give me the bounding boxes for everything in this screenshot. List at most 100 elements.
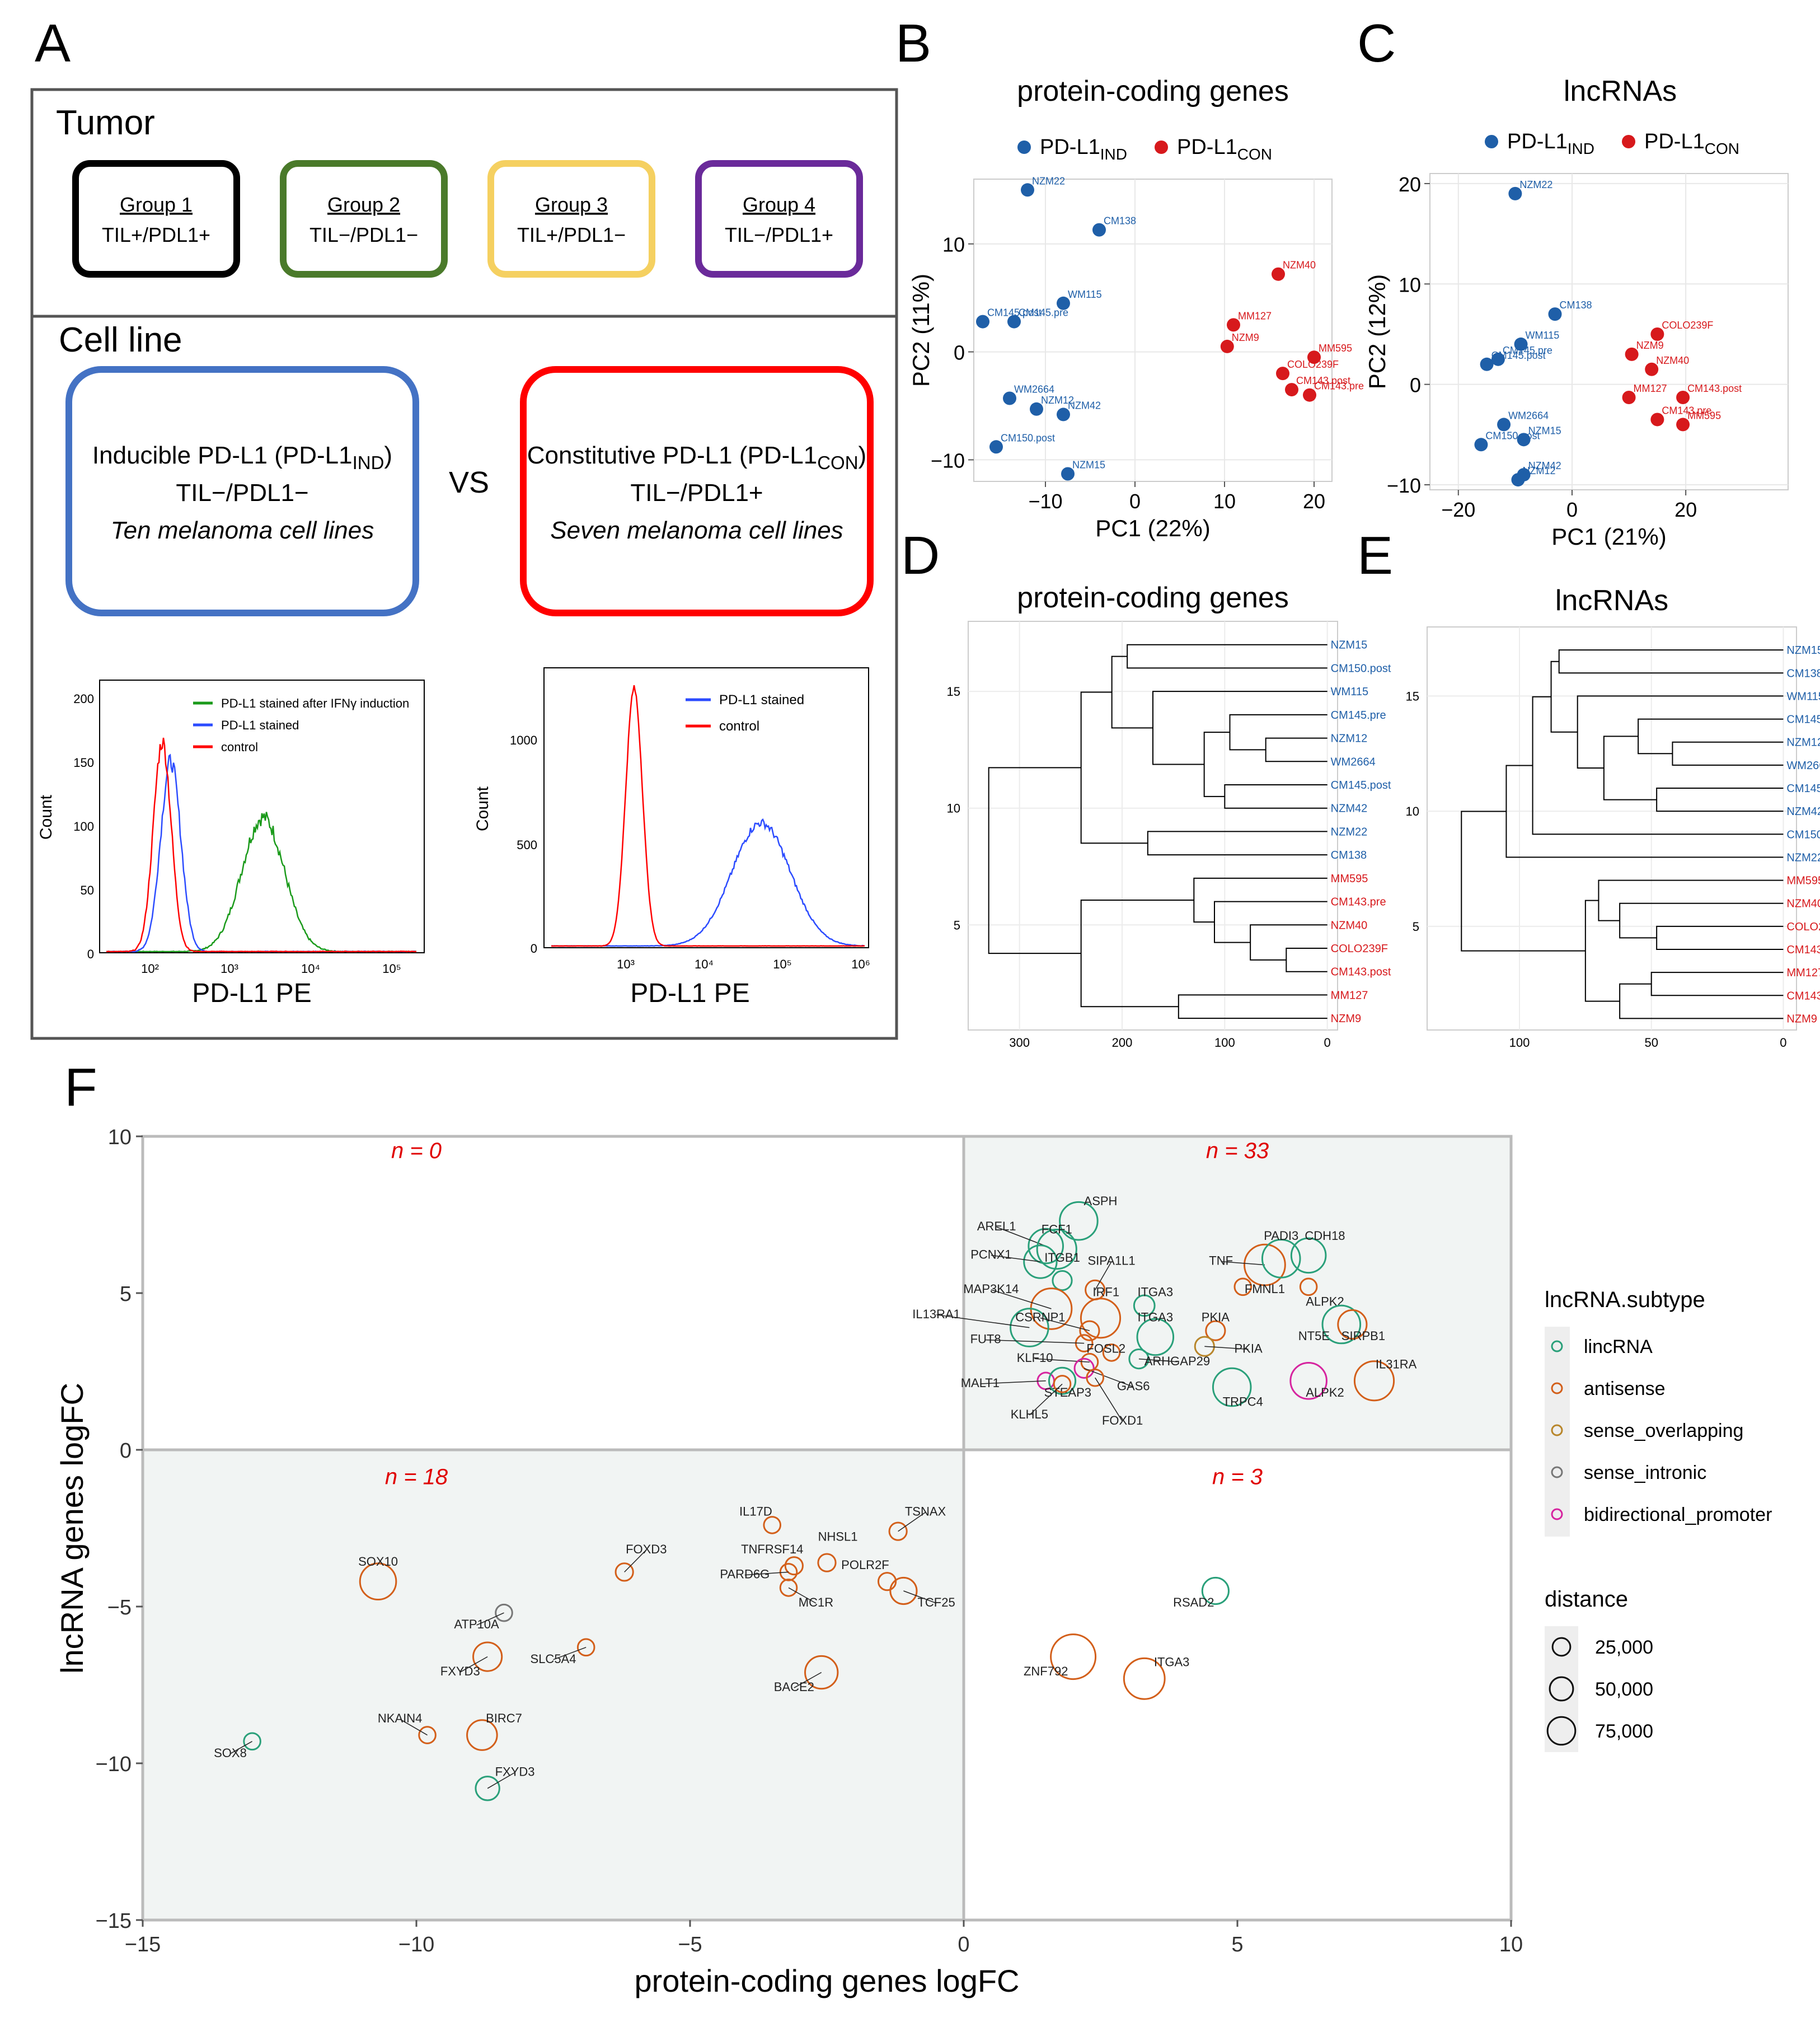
histogram-inducible: Count PD-L1 PE 0 50 100 150 200 10² 10³ … — [37, 680, 425, 1008]
panel-b-xtick: 10 — [1213, 490, 1236, 513]
gene-point — [1244, 1243, 1286, 1286]
gene-label-leader — [788, 1587, 817, 1604]
gene-point — [472, 1641, 503, 1672]
gene-point — [779, 1563, 798, 1581]
panel-c-xtick: −20 — [1441, 498, 1475, 521]
histogram-right-curve-stained — [551, 818, 865, 947]
panel-c-point — [1514, 337, 1528, 351]
histogram-right-frame — [543, 667, 869, 948]
panel-d-leaf-label: COLO239F — [1331, 943, 1388, 955]
panel-c-point-label: NZM9 — [1636, 340, 1664, 351]
panel-b-point — [1057, 408, 1070, 422]
panel-c-point — [1548, 307, 1562, 321]
vs-label: VS — [449, 466, 489, 499]
panel-d-leaf-label: MM127 — [1331, 989, 1368, 1001]
panel-label-a: A — [35, 13, 71, 73]
gene-label: SLC5A4 — [531, 1652, 576, 1666]
histogram-right-legend-label-2: control — [719, 719, 759, 734]
histogram-left-legend-label-3: control — [221, 740, 258, 754]
gene-point — [1080, 1298, 1122, 1339]
legend-subtype-key-bg — [1545, 1327, 1570, 1537]
gene-point — [1261, 1239, 1301, 1279]
gene-point — [576, 1638, 595, 1657]
gene-label-leader — [1204, 1346, 1249, 1350]
panel-d-leaf-label: WM2664 — [1331, 756, 1376, 768]
histogram-left-ytick-50: 50 — [81, 883, 94, 897]
panel-e-ytick: 5 — [1413, 920, 1419, 934]
panel-e-leaf-label: COLO239F — [1786, 921, 1820, 933]
gene-label: FOSL2 — [1086, 1341, 1125, 1355]
gene-label: FXYD3 — [495, 1764, 535, 1778]
panel-e-xtick: 0 — [1780, 1036, 1786, 1050]
gene-point — [1128, 1349, 1150, 1370]
gene-point — [1201, 1576, 1230, 1605]
panel-c-ytick: 10 — [1399, 273, 1421, 296]
panel-b-point — [1272, 267, 1285, 281]
panel-c-ytick: 20 — [1399, 173, 1421, 196]
panel-d-branch — [988, 767, 1081, 954]
panel-b-point-label: NZM15 — [1072, 460, 1105, 471]
gene-label-leader — [936, 1314, 1030, 1328]
gene-point — [784, 1556, 804, 1576]
panel-c-point-label: NZM15 — [1528, 425, 1561, 436]
gene-label: SOX10 — [358, 1555, 398, 1568]
gene-label: SIPA1L1 — [1087, 1254, 1135, 1268]
group-3-name: Group 3 — [535, 193, 608, 216]
panel-d-branch — [1127, 644, 1328, 669]
histogram-right-ytick-500: 500 — [517, 838, 537, 852]
panel-e-branch — [1598, 879, 1784, 921]
gene-label: STEAP3 — [1044, 1385, 1091, 1399]
gene-label-leader — [794, 1671, 822, 1688]
panel-d-branch — [1203, 732, 1230, 797]
legend-subtype-swatch-bidirectional_promoter — [1551, 1508, 1563, 1520]
panel-d-leaf-label: NZM40 — [1331, 919, 1368, 931]
gene-label-leader — [1040, 1317, 1090, 1331]
logfc-xtick: 5 — [1231, 1933, 1243, 1956]
gene-point — [1123, 1657, 1166, 1700]
panel-c-point — [1650, 413, 1664, 427]
panel-b-point — [1303, 388, 1316, 402]
panel-d-xtick: 0 — [1324, 1036, 1331, 1050]
panel-d-branch — [1265, 737, 1328, 762]
histogram-right-xtick-4: 10⁶ — [851, 957, 870, 971]
panel-d-branch — [1080, 691, 1148, 844]
gene-label: AREL1 — [977, 1219, 1016, 1233]
inducible-line1: Inducible PD-L1 (PD-L1IND) — [92, 442, 392, 473]
gene-point — [889, 1576, 918, 1605]
panel-c-point — [1491, 352, 1505, 366]
panel-e-branch — [1505, 765, 1784, 858]
gene-label: PKIA — [1234, 1341, 1262, 1355]
panel-c-ytick: −10 — [1387, 474, 1421, 497]
group-box-2: Group 2 TIL−/PDL1− — [280, 160, 448, 278]
panel-b-point-label: NZM9 — [1232, 332, 1259, 343]
panel-b-point-label: CM143.post — [1296, 375, 1350, 386]
panel-b-ylabel: PC2 (11%) — [908, 274, 934, 387]
gene-label-leader — [1035, 1358, 1090, 1362]
gene-label: IL13RA1 — [912, 1307, 960, 1321]
gene-point — [495, 1603, 513, 1622]
legend-subtype-swatch-antisense — [1551, 1382, 1563, 1394]
gene-point — [1073, 1357, 1095, 1379]
panel-b-ytick: 0 — [954, 341, 965, 364]
gene-point — [763, 1516, 781, 1534]
gene-label: NHSL1 — [818, 1529, 858, 1543]
logfc-ytick: −15 — [96, 1909, 132, 1933]
gene-point — [1136, 1318, 1175, 1356]
panel-d-leaf-label: NZM9 — [1331, 1013, 1361, 1025]
gene-point — [1337, 1309, 1368, 1340]
gene-point — [1023, 1244, 1058, 1279]
gene-label-leader — [624, 1549, 647, 1572]
constitutive-line2: TIL−/PDL1+ — [630, 479, 763, 507]
histogram-right-ylabel: Count — [473, 786, 492, 831]
panel-d-ytick: 15 — [947, 685, 960, 699]
histogram-right-ytick-1000: 1000 — [510, 733, 537, 747]
gene-point — [466, 1719, 498, 1751]
inducible-line3: Ten melanoma cell lines — [111, 517, 374, 544]
panel-c-ylabel: PC2 (12%) — [1364, 274, 1390, 389]
gene-label: TCF25 — [917, 1595, 955, 1609]
panel-c-legend-label-ind: PD-L1IND — [1507, 130, 1594, 157]
group-2-name: Group 2 — [327, 193, 400, 216]
panel-b-point — [976, 315, 989, 329]
gene-point — [1194, 1336, 1215, 1357]
gene-label-leader — [980, 1380, 1046, 1384]
